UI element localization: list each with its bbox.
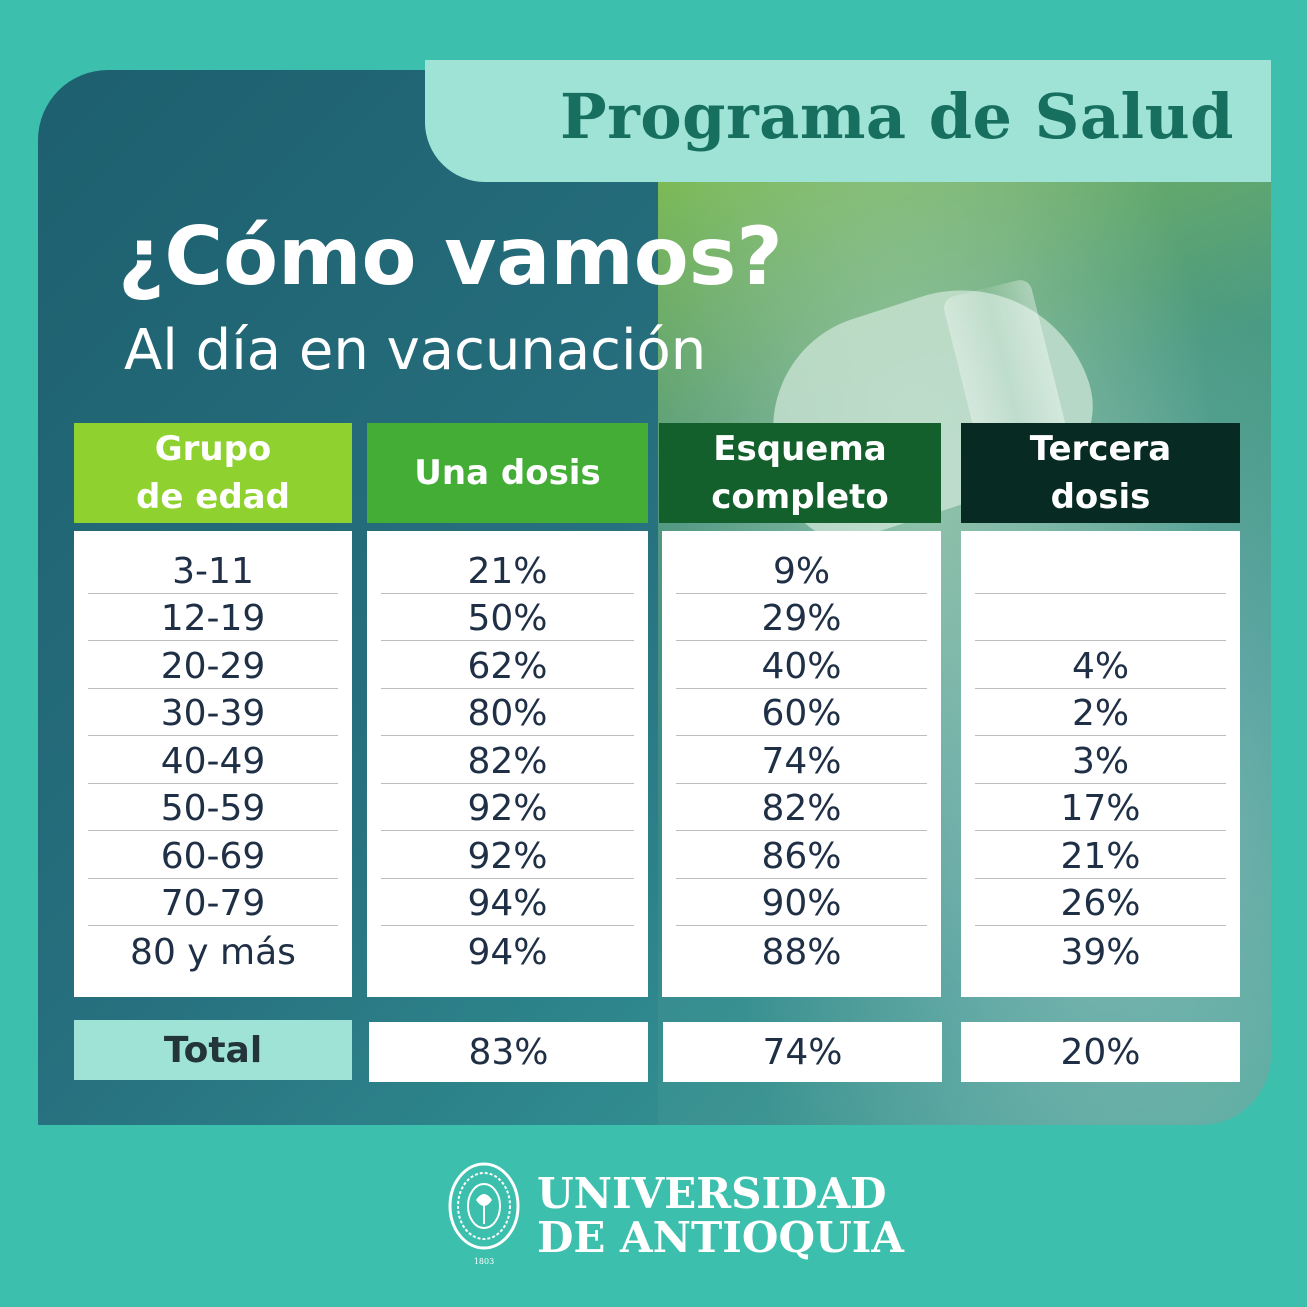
- table-cell: 20-29: [88, 641, 338, 689]
- table-cell: 86%: [676, 831, 927, 879]
- university-name-line2: DE ANTIOQUIA: [537, 1213, 904, 1262]
- program-title: Programa de Salud: [560, 80, 1235, 153]
- table-cell: 80%: [381, 689, 634, 736]
- table-cell: 40%: [676, 641, 927, 689]
- table-cell: [975, 594, 1226, 641]
- table-cell: 50%: [381, 594, 634, 641]
- page-title: ¿Cómo vamos?: [118, 210, 783, 303]
- table-cell: 90%: [676, 879, 927, 926]
- table-cell: 60%: [676, 689, 927, 736]
- header-esquema-completo: Esquema completo: [659, 423, 941, 523]
- table-cell: 74%: [676, 736, 927, 784]
- table-cell: 92%: [381, 784, 634, 831]
- header-una-dosis: Una dosis: [367, 423, 648, 523]
- page-subtitle: Al día en vacunación: [124, 318, 707, 383]
- column-tercera-dosis: 4% 2% 3% 17% 21% 26% 39%: [961, 531, 1240, 997]
- university-seal-icon: 1803: [448, 1162, 520, 1266]
- header-grupo-de-edad: Grupo de edad: [74, 423, 352, 523]
- total-esquema-completo: 74%: [663, 1022, 942, 1082]
- table-cell: 88%: [761, 931, 842, 973]
- table-cell: 12-19: [88, 594, 338, 641]
- table-cell: 70-79: [88, 879, 338, 926]
- table-cell: 82%: [676, 784, 927, 831]
- table-cell: 3%: [975, 736, 1226, 784]
- table-cell: 26%: [975, 879, 1226, 926]
- table-cell: 17%: [975, 784, 1226, 831]
- column-esquema-completo: 9% 29% 40% 60% 74% 82% 86% 90% 88%: [662, 531, 941, 997]
- total-tercera-dosis: 20%: [961, 1022, 1240, 1082]
- university-name: UNIVERSIDAD DE ANTIOQUIA: [537, 1172, 904, 1260]
- table-cell: 92%: [381, 831, 634, 879]
- table-cell: 3-11: [88, 546, 338, 594]
- university-name-line1: UNIVERSIDAD: [537, 1169, 887, 1218]
- svg-text:1803: 1803: [474, 1257, 494, 1266]
- column-una-dosis: 21% 50% 62% 80% 82% 92% 92% 94% 94%: [367, 531, 648, 997]
- header-tercera-dosis: Tercera dosis: [961, 423, 1240, 523]
- header-banner: [425, 60, 1271, 182]
- total-una-dosis: 83%: [369, 1022, 648, 1082]
- column-grupo-de-edad: 3-11 12-19 20-29 30-39 40-49 50-59 60-69 70-79 8…: [74, 531, 352, 997]
- table-cell: 2%: [975, 689, 1226, 736]
- table-cell: [975, 546, 1226, 594]
- total-label: Total: [74, 1020, 352, 1080]
- table-cell: 21%: [381, 546, 634, 594]
- table-cell: 29%: [676, 594, 927, 641]
- table-cell: 50-59: [88, 784, 338, 831]
- table-cell: 60-69: [88, 831, 338, 879]
- table-cell: 30-39: [88, 689, 338, 736]
- table-cell: 9%: [676, 546, 927, 594]
- table-cell: 4%: [975, 641, 1226, 689]
- table-cell: 94%: [467, 931, 548, 973]
- table-cell: 94%: [381, 879, 634, 926]
- table-cell: 40-49: [88, 736, 338, 784]
- table-cell: 62%: [381, 641, 634, 689]
- table-cell: 80 y más: [130, 931, 296, 973]
- table-cell: 82%: [381, 736, 634, 784]
- table-cell: 21%: [975, 831, 1226, 879]
- table-cell: 39%: [1060, 931, 1141, 973]
